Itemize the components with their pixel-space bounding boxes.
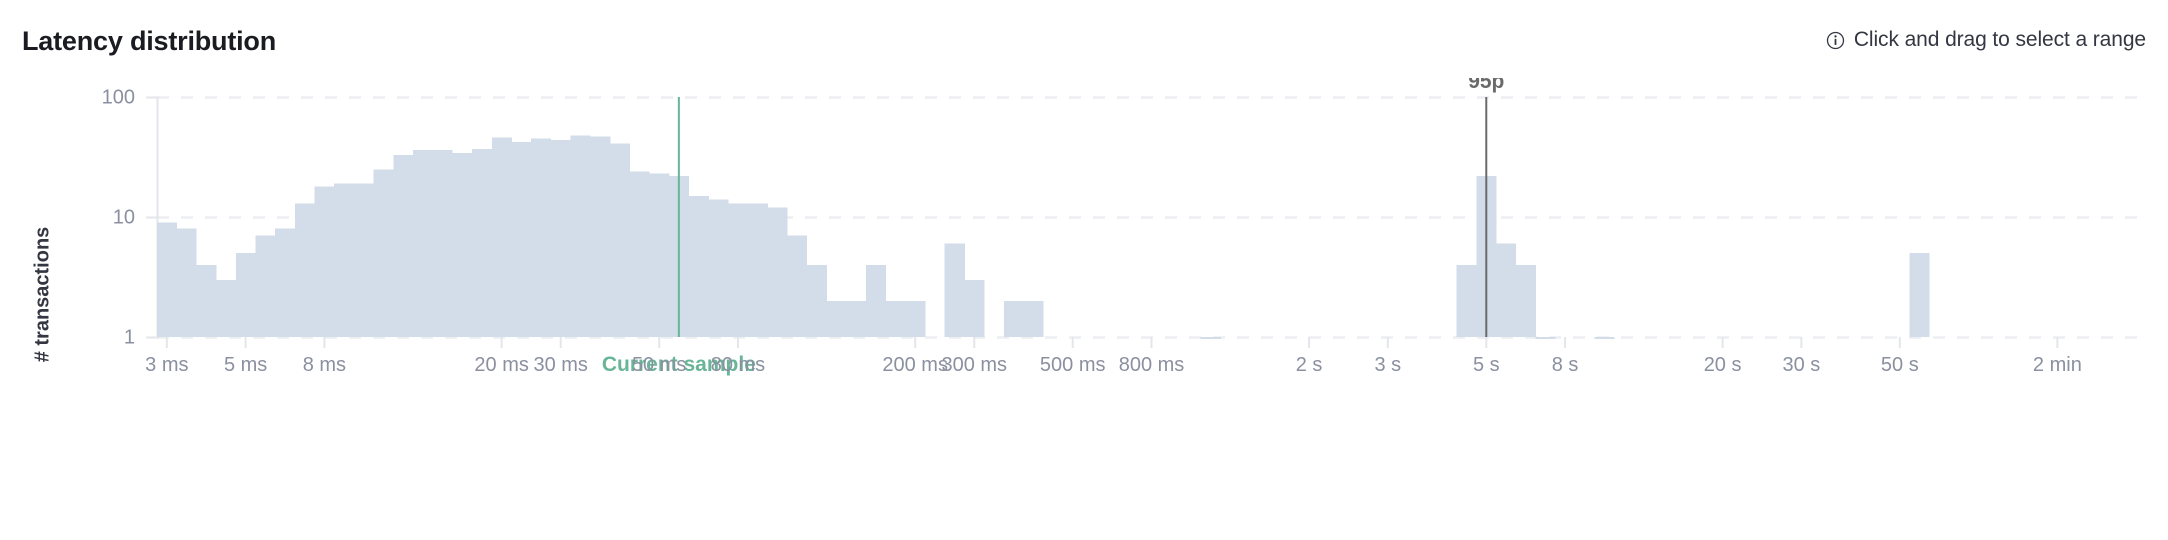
y-axis-tick-label: 10 <box>113 206 135 228</box>
histogram-bar[interactable] <box>255 235 276 337</box>
x-axis-tick-label: 500 ms <box>1040 354 1106 376</box>
histogram-bar[interactable] <box>1003 300 1024 337</box>
x-axis-tick-label: 3 ms <box>145 354 188 376</box>
annotation-label-current-sample: Current sample <box>602 353 756 376</box>
histogram-bar[interactable] <box>649 173 670 337</box>
x-axis-tick-label: 5 s <box>1473 354 1500 376</box>
range-select-hint: Click and drag to select a range <box>1826 28 2146 52</box>
histogram-bar[interactable] <box>157 222 178 337</box>
range-select-hint-label: Click and drag to select a range <box>1853 28 2146 51</box>
histogram-bar[interactable] <box>511 142 532 337</box>
histogram-bar[interactable] <box>314 186 335 337</box>
x-axis-tick-label: 800 ms <box>1119 354 1185 376</box>
histogram-bar[interactable] <box>452 153 473 337</box>
x-axis-ticks: 3 ms 5 ms 8 ms 20 ms 30 ms 50 ms 80 ms 200 ms30… <box>145 337 2082 376</box>
histogram-bar[interactable] <box>373 169 394 337</box>
x-axis-tick-label: 20 s <box>1704 354 1742 376</box>
histogram-bar[interactable] <box>590 136 611 337</box>
x-axis-tick-label: 50 s <box>1881 354 1919 376</box>
histogram-bar[interactable] <box>609 143 630 337</box>
y-axis-tick-label: 100 <box>102 86 135 108</box>
histogram-bars[interactable] <box>157 135 1930 339</box>
histogram-bar[interactable] <box>944 243 965 337</box>
histogram-bar[interactable] <box>1456 264 1477 337</box>
histogram-svg[interactable]: Current sample 95p 1 10 100 3 ms 5 ms 8 ms 20 … <box>0 78 2168 540</box>
x-axis-tick-label: 8 s <box>1552 354 1579 376</box>
histogram-bar[interactable] <box>570 135 591 337</box>
x-axis-tick-label: 50 ms <box>632 354 686 376</box>
x-axis-tick-label: 300 ms <box>941 354 1007 376</box>
histogram-bar[interactable] <box>747 203 768 337</box>
histogram-bar[interactable] <box>1515 264 1536 337</box>
histogram-bar[interactable] <box>432 150 453 337</box>
panel-header: Latency distribution Click and drag to s… <box>0 0 2168 78</box>
page-title: Latency distribution <box>22 26 277 56</box>
histogram-bar[interactable] <box>275 228 296 337</box>
histogram-plot[interactable]: # transactions Current sample 95p 1 10 100 … <box>0 78 2168 540</box>
histogram-bar[interactable] <box>728 203 749 337</box>
histogram-bar[interactable] <box>865 264 886 337</box>
histogram-bar[interactable] <box>826 300 847 337</box>
histogram-bar[interactable] <box>294 203 315 337</box>
histogram-bar[interactable] <box>1023 300 1044 337</box>
histogram-bar[interactable] <box>767 207 788 338</box>
histogram-bar[interactable] <box>964 279 985 337</box>
histogram-bar[interactable] <box>196 264 217 337</box>
histogram-bar[interactable] <box>216 279 237 337</box>
histogram-bar[interactable] <box>550 139 571 337</box>
x-axis-tick-label: 20 ms <box>474 354 528 376</box>
histogram-bar[interactable] <box>353 183 374 337</box>
histogram-bar[interactable] <box>1496 243 1517 337</box>
histogram-bar[interactable] <box>334 183 355 337</box>
histogram-bar[interactable] <box>176 228 197 337</box>
x-axis-tick-label: 80 ms <box>711 354 765 376</box>
info-circle-icon <box>1826 31 1845 50</box>
histogram-bar[interactable] <box>393 154 414 337</box>
annotation-markers: Current sample 95p <box>602 78 1505 376</box>
histogram-bar[interactable] <box>885 300 906 337</box>
histogram-bar[interactable] <box>846 300 867 337</box>
x-axis-tick-label: 5 ms <box>224 354 267 376</box>
histogram-bar[interactable] <box>472 148 493 337</box>
histogram-bar[interactable] <box>787 235 808 337</box>
histogram-bar[interactable] <box>806 264 827 337</box>
histogram-bar[interactable] <box>1909 253 1930 337</box>
y-axis-ticks: 1 10 100 <box>102 86 135 348</box>
x-axis-tick-label: 30 s <box>1782 354 1820 376</box>
histogram-bar[interactable] <box>629 171 650 337</box>
histogram-bar[interactable] <box>413 150 434 337</box>
x-axis-tick-label: 2 s <box>1296 354 1323 376</box>
x-axis-tick-label: 30 ms <box>533 354 587 376</box>
x-axis-tick-label: 8 ms <box>303 354 346 376</box>
annotation-label-percentile-95: 95p <box>1468 78 1504 93</box>
x-axis-tick-label: 3 s <box>1374 354 1401 376</box>
histogram-bar[interactable] <box>688 195 709 337</box>
y-axis-tick-label: 1 <box>124 326 135 348</box>
histogram-bar[interactable] <box>235 253 256 337</box>
histogram-bar[interactable] <box>708 199 729 337</box>
histogram-bar[interactable] <box>1535 337 1556 339</box>
x-axis-tick-label: 2 min <box>2033 354 2082 376</box>
x-axis-tick-label: 200 ms <box>882 354 948 376</box>
histogram-bar[interactable] <box>491 137 512 337</box>
histogram-bar[interactable] <box>531 138 552 337</box>
histogram-bar[interactable] <box>1594 337 1615 339</box>
histogram-bar[interactable] <box>1200 337 1221 339</box>
histogram-bar[interactable] <box>905 300 926 337</box>
